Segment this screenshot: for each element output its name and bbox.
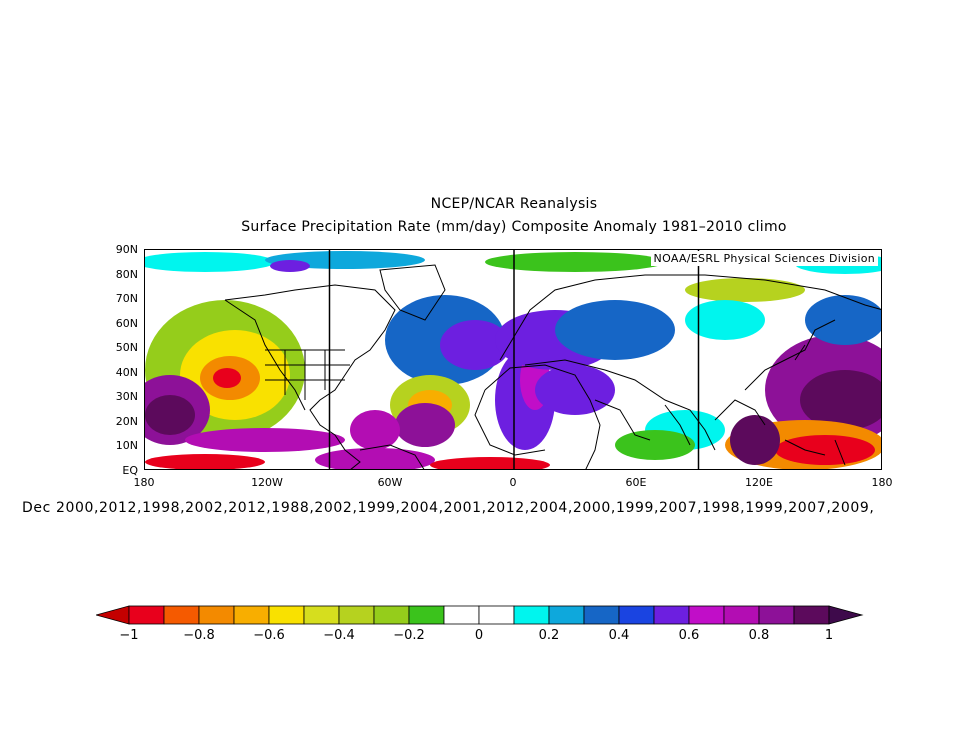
colorbar-tick-label: −0.4 xyxy=(323,628,355,643)
chart-subtitle: Surface Precipitation Rate (mm/day) Comp… xyxy=(241,219,787,235)
credit-label: NOAA/ESRL Physical Sciences Division xyxy=(650,251,878,266)
lon-tick-label: 120W xyxy=(251,476,283,489)
lat-tick-label: 30N xyxy=(115,390,138,404)
colorbar-tick-label: −0.6 xyxy=(253,628,285,643)
colorbar-swatch xyxy=(688,605,725,625)
lat-tick-label: EQ xyxy=(122,464,138,477)
lat-tick-label: 80N xyxy=(115,267,138,281)
lat-tick-label: 60N xyxy=(115,316,138,330)
colorbar-swatch xyxy=(793,605,830,625)
lon-tick-label: 180 xyxy=(133,476,155,489)
colorbar-tick-label: 0.2 xyxy=(538,628,560,643)
colorbar-over-arrow xyxy=(828,605,864,625)
colorbar-swatch xyxy=(128,605,165,625)
lon-tick-label: 60W xyxy=(377,476,403,489)
lat-tick-label: 40N xyxy=(115,365,138,379)
colorbar-swatch xyxy=(513,605,550,625)
lat-tick-label: 10N xyxy=(115,439,138,453)
colorbar-swatch xyxy=(373,605,410,625)
colorbar-swatch xyxy=(548,605,585,625)
lon-tick-label: 60E xyxy=(625,476,647,489)
colorbar-tick-label: −0.8 xyxy=(183,628,215,643)
colorbar-swatch xyxy=(478,605,515,625)
colorbar-tick-label: 0.8 xyxy=(748,628,770,643)
colorbar-tick-label: 0.6 xyxy=(678,628,700,643)
continent-outlines xyxy=(224,264,881,469)
colorbar-swatch xyxy=(233,605,270,625)
colorbar-swatch xyxy=(338,605,375,625)
colorbar-tick-label: −1 xyxy=(119,628,139,643)
lat-tick-label: 70N xyxy=(115,292,138,306)
anomaly-map xyxy=(144,249,882,470)
lon-tick-label: 180 xyxy=(871,476,893,489)
colorbar-swatch xyxy=(618,605,655,625)
colorbar-swatch xyxy=(163,605,200,625)
colorbar-tick-label: 0.4 xyxy=(608,628,630,643)
colorbar-swatch xyxy=(303,605,340,625)
colorbar-under-arrow xyxy=(96,605,130,625)
lat-tick-label: 90N xyxy=(115,243,138,256)
lat-tick-label: 50N xyxy=(115,341,138,355)
colorbar-tick-label: 1 xyxy=(824,628,834,643)
colorbar-swatch xyxy=(268,605,305,625)
colorbar-swatch xyxy=(653,605,690,625)
colorbar-swatch xyxy=(443,605,480,625)
colorbar-swatch xyxy=(758,605,795,625)
colorbar-swatch xyxy=(723,605,760,625)
chart-title: NCEP/NCAR Reanalysis xyxy=(430,196,598,212)
lon-tick-label: 120E xyxy=(745,476,773,489)
colorbar-swatch xyxy=(408,605,445,625)
colorbar-swatch xyxy=(198,605,235,625)
colorbar xyxy=(96,605,864,625)
lat-tick-label: 20N xyxy=(115,414,138,428)
composite-dates: Dec 2000,2012,1998,2002,2012,1988,2002,1… xyxy=(22,500,875,516)
colorbar-tick-label: 0 xyxy=(474,628,484,643)
colorbar-swatch xyxy=(583,605,620,625)
colorbar-tick-label: −0.2 xyxy=(393,628,425,643)
map-canvas xyxy=(145,250,881,469)
lon-tick-label: 0 xyxy=(509,476,517,489)
anomaly-field xyxy=(145,250,881,469)
